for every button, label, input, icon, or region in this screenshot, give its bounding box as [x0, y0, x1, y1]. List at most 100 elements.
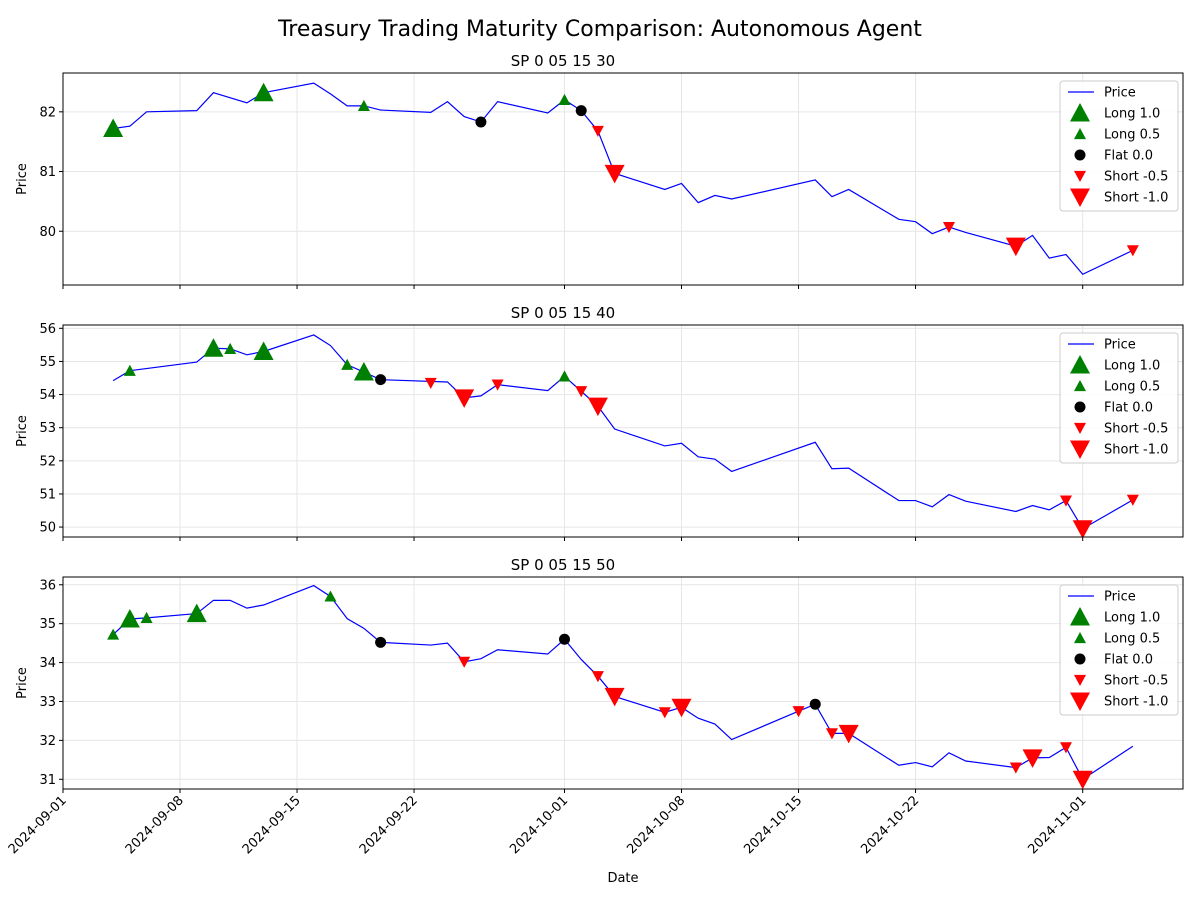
- legend-label: Long 0.5: [1104, 380, 1160, 395]
- signal-marker: [838, 724, 859, 744]
- price-line: [112, 334, 1134, 530]
- price-line: [112, 584, 1134, 781]
- y-tick-label: 56: [39, 322, 56, 337]
- y-tick-label: 31: [39, 773, 56, 788]
- legend-swatch-marker: [1070, 692, 1090, 711]
- x-tick-label: 2024-10-15: [741, 793, 805, 857]
- legend-label: Short -1.0: [1104, 695, 1168, 710]
- legend-swatch-marker: [1070, 607, 1090, 626]
- x-tick-label: 2024-11-01: [1025, 793, 1089, 857]
- legend-swatch-marker: [1070, 440, 1090, 459]
- signal-marker: [123, 364, 136, 376]
- legend-swatch-marker: [1074, 653, 1086, 665]
- signal-marker: [224, 342, 237, 354]
- figure-title: Treasury Trading Maturity Comparison: Au…: [277, 17, 922, 42]
- signal-marker: [375, 636, 387, 648]
- axes-frame: [62, 576, 1184, 790]
- legend-swatch-marker: [1074, 380, 1086, 392]
- signal-marker: [103, 118, 124, 138]
- signal-marker: [424, 377, 437, 389]
- signal-marker: [558, 93, 571, 105]
- axes-frame: [62, 72, 1184, 286]
- legend-swatch-marker: [1070, 355, 1090, 374]
- signal-marker: [587, 397, 608, 417]
- signal-marker: [1005, 237, 1026, 257]
- legend-swatch-marker: [1074, 170, 1086, 182]
- x-axis-label: Date: [607, 871, 638, 886]
- signal-marker: [942, 221, 955, 234]
- signal-marker: [186, 603, 207, 623]
- signal-marker: [353, 362, 374, 381]
- y-tick-label: 82: [39, 105, 56, 120]
- y-tick-label: 36: [39, 578, 56, 593]
- x-tick-label: 2024-10-01: [507, 793, 571, 857]
- y-tick-label: 52: [39, 454, 56, 469]
- x-tick-label: 2024-09-15: [240, 793, 304, 857]
- signal-marker: [1059, 495, 1072, 507]
- legend-label: Flat 0.0: [1104, 149, 1153, 164]
- signal-marker: [357, 99, 370, 111]
- plot-area: [112, 334, 1139, 537]
- legend-swatch-marker: [1074, 401, 1086, 413]
- signal-marker: [1009, 762, 1022, 774]
- signal-marker: [375, 374, 387, 386]
- legend-label: Short -0.5: [1104, 422, 1168, 437]
- y-axis-label: Price: [15, 415, 30, 447]
- x-tick-label: 2024-09-08: [123, 793, 187, 857]
- signal-marker: [1059, 742, 1072, 754]
- signal-marker: [140, 611, 153, 623]
- x-tick-label: 2024-10-08: [624, 793, 688, 857]
- legend-box: [1059, 332, 1179, 464]
- signal-marker: [119, 609, 140, 628]
- legend-label: Long 0.5: [1104, 632, 1160, 647]
- subplot-title: SP 0 05 15 40: [511, 304, 615, 322]
- legend-swatch-marker: [1074, 149, 1086, 161]
- legend-swatch-marker: [1074, 128, 1086, 140]
- y-tick-label: 34: [39, 656, 56, 671]
- legend-swatch-marker: [1074, 632, 1086, 644]
- signal-marker: [792, 706, 805, 718]
- legend-box: [1059, 80, 1179, 212]
- signal-marker: [558, 633, 570, 645]
- signal-marker: [575, 386, 588, 398]
- legend-label: Short -0.5: [1104, 674, 1168, 689]
- plot-area: [107, 584, 1134, 789]
- y-tick-label: 54: [39, 388, 56, 403]
- legend-label: Short -1.0: [1104, 191, 1168, 206]
- legend-label: Flat 0.0: [1104, 653, 1153, 668]
- x-tick-label: 2024-09-01: [6, 793, 70, 857]
- y-tick-label: 32: [39, 734, 56, 749]
- signal-marker: [591, 125, 604, 137]
- signal-marker: [203, 338, 224, 357]
- legend-label: Price: [1104, 590, 1136, 605]
- signal-marker: [253, 341, 274, 360]
- signal-marker: [558, 370, 571, 382]
- legend: Price Long 1.0 Long 0.5 Flat 0.0 Short -0.5 S…: [1059, 80, 1179, 212]
- signal-marker: [604, 164, 625, 184]
- subplot-title: SP 0 05 15 30: [511, 52, 615, 70]
- axes-frame: [62, 324, 1184, 538]
- legend-swatch-marker: [1074, 674, 1086, 686]
- signal-marker: [658, 707, 671, 719]
- subplot-title: SP 0 05 15 50: [511, 556, 615, 574]
- y-axis-label: Price: [15, 667, 30, 699]
- legend-label: Long 1.0: [1104, 359, 1160, 374]
- signal-marker: [1126, 494, 1139, 506]
- legend-swatch-marker: [1074, 422, 1086, 434]
- legend-label: Long 1.0: [1104, 611, 1160, 626]
- signal-marker: [575, 105, 587, 117]
- subplot-3: 31 32 33 34 35 36 2024-09-01 2024-09-08 2024-09-…: [6, 556, 1184, 857]
- legend-label: Long 1.0: [1104, 107, 1160, 122]
- x-tick-label: 2024-09-22: [357, 793, 421, 857]
- signal-marker: [107, 628, 120, 640]
- legend-label: Price: [1104, 86, 1136, 101]
- subplot-2: 50 51 52 53 54 55 56 SP 0 05 15 40 Price Price Lon…: [15, 304, 1184, 541]
- signal-marker: [454, 389, 475, 408]
- legend-box: [1059, 584, 1179, 716]
- signal-marker: [604, 687, 625, 707]
- y-tick-label: 35: [39, 617, 56, 632]
- legend: Price Long 1.0 Long 0.5 Flat 0.0 Short -0.5 S…: [1059, 584, 1179, 716]
- legend-label: Short -0.5: [1104, 170, 1168, 185]
- signal-marker: [1022, 749, 1043, 768]
